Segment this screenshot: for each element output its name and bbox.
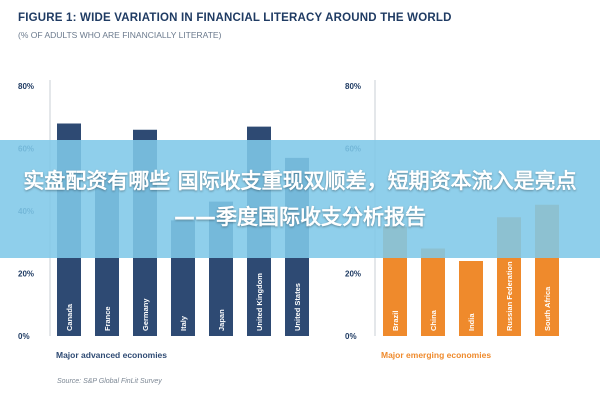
- category-label: Germany: [141, 298, 150, 331]
- category-label: United Kingdom: [255, 273, 264, 331]
- category-label: France: [103, 306, 112, 331]
- headline-banner[interactable]: 实盘配资有哪些 国际收支重现双顺差，短期资本流入是亮点——季度国际收支分析报告: [0, 140, 600, 258]
- category-label: Russian Federation: [505, 261, 514, 331]
- category-label: India: [467, 313, 476, 331]
- figure-title: FIGURE 1: WIDE VARIATION IN FINANCIAL LI…: [18, 12, 452, 24]
- category-label: China: [429, 309, 438, 331]
- category-label: Canada: [65, 303, 74, 331]
- bar: [421, 248, 445, 336]
- category-label: United States: [293, 283, 302, 331]
- y-tick-label: 20%: [345, 270, 361, 279]
- y-tick-label: 0%: [18, 332, 30, 341]
- category-label: Brazil: [391, 311, 400, 331]
- y-tick-label: 20%: [18, 270, 34, 279]
- x-axis-label: Major advanced economies: [56, 350, 167, 360]
- banner-text: 实盘配资有哪些 国际收支重现双顺差，短期资本流入是亮点——季度国际收支分析报告: [23, 169, 577, 229]
- y-tick-label: 0%: [345, 332, 357, 341]
- category-label: Japan: [217, 309, 226, 331]
- source-note: Source: S&P Global FinLit Survey: [57, 378, 162, 385]
- bar: [459, 261, 483, 336]
- y-tick-label: 80%: [345, 82, 361, 91]
- x-axis-label: Major emerging economies: [381, 350, 491, 360]
- category-label: Italy: [179, 315, 188, 331]
- figure-subtitle: (% OF ADULTS WHO ARE FINANCIALLY LITERAT…: [18, 30, 222, 40]
- y-tick-label: 80%: [18, 82, 34, 91]
- category-label: South Africa: [543, 286, 552, 331]
